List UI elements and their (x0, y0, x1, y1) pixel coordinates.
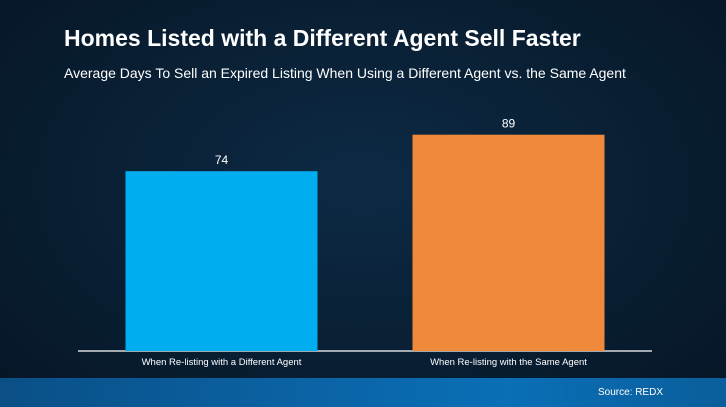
bar-1 (412, 134, 605, 351)
category-label-1: When Re-listing with the Same Agent (430, 357, 587, 368)
data-label-0: 74 (215, 153, 229, 167)
footer-band (0, 378, 726, 407)
chart-title: Homes Listed with a Different Agent Sell… (64, 25, 581, 51)
bar-0 (125, 171, 318, 351)
source-label: Source: REDX (597, 387, 663, 398)
data-label-1: 89 (502, 117, 516, 131)
chart-subtitle: Average Days To Sell an Expired Listing … (64, 65, 626, 81)
category-label-0: When Re-listing with a Different Agent (142, 357, 302, 368)
